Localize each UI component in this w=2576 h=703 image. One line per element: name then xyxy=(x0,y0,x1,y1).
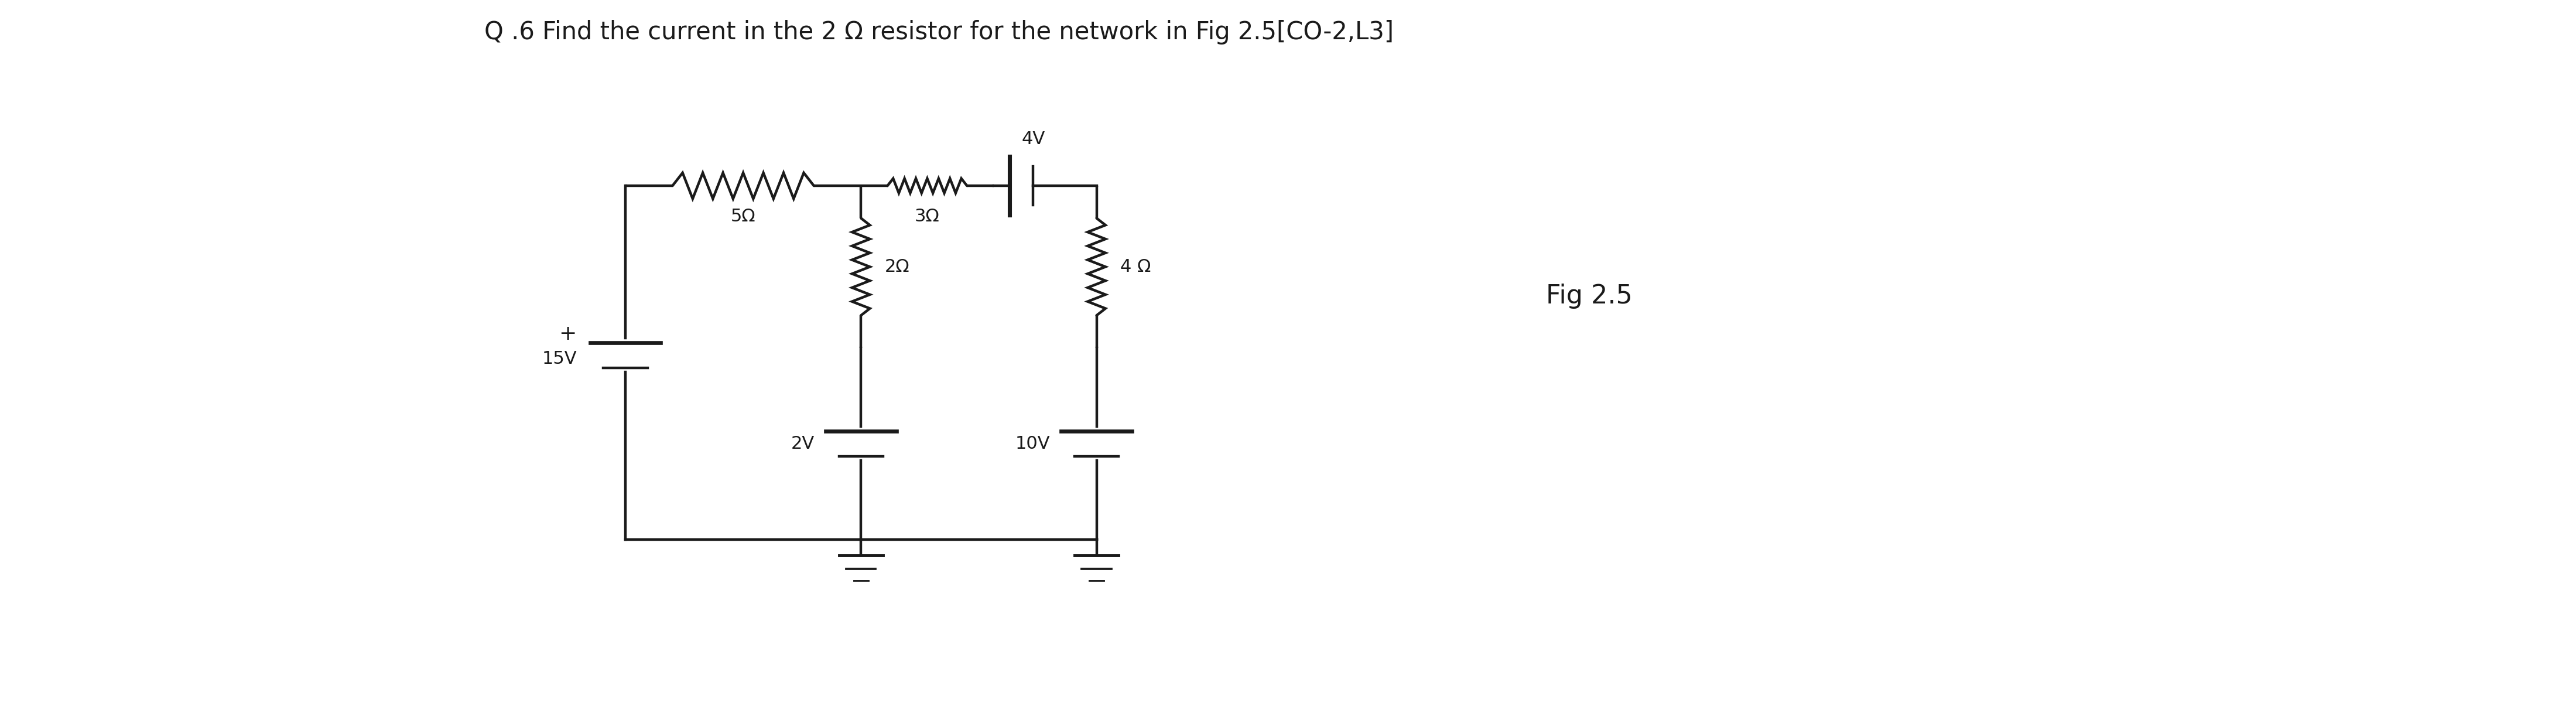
Text: 4V: 4V xyxy=(1023,131,1046,148)
Text: Q .6 Find the current in the 2 Ω resistor for the network in Fig 2.5[CO-2,L3]: Q .6 Find the current in the 2 Ω resisto… xyxy=(484,20,1394,45)
Text: 5Ω: 5Ω xyxy=(732,208,755,225)
Text: 4 Ω: 4 Ω xyxy=(1121,258,1151,276)
Text: +: + xyxy=(559,324,577,344)
Text: Fig 2.5: Fig 2.5 xyxy=(1546,284,1633,309)
Text: 2Ω: 2Ω xyxy=(884,258,909,276)
Text: 15V: 15V xyxy=(541,350,577,368)
Text: 10V: 10V xyxy=(1015,435,1051,452)
Text: 3Ω: 3Ω xyxy=(914,208,940,225)
Text: 2V: 2V xyxy=(791,435,814,452)
